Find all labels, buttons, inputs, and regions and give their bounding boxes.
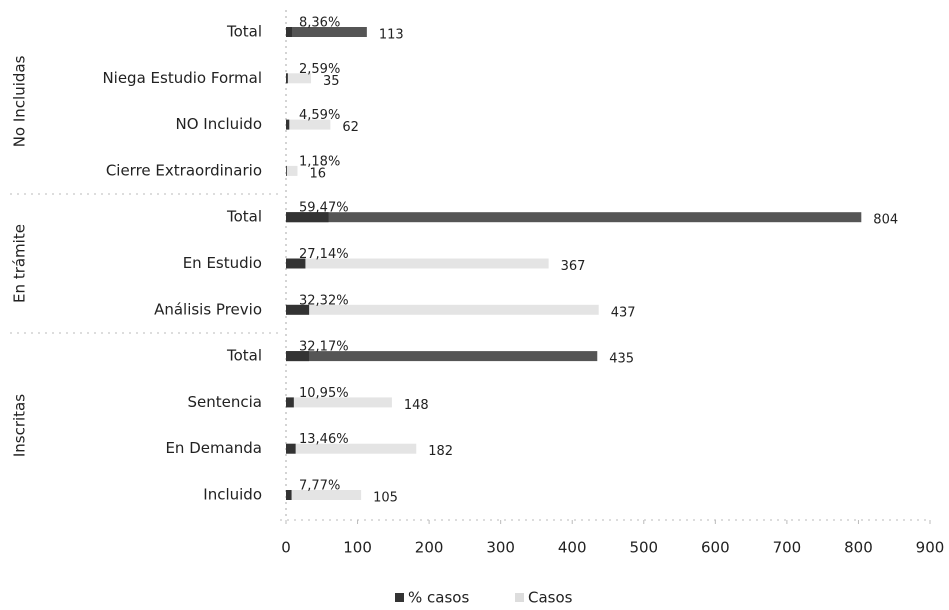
category-label: NO Incluido (175, 115, 262, 133)
x-tick-label: 500 (629, 539, 658, 557)
x-tick-label: 700 (773, 539, 802, 557)
category-label: Incluido (203, 486, 262, 504)
x-tick-label: 0 (281, 539, 291, 557)
value-label: 804 (873, 213, 898, 228)
value-label: 367 (561, 259, 586, 274)
legend-label: % casos (408, 589, 469, 607)
value-label: 10,95% (299, 386, 349, 401)
category-label: Niega Estudio Formal (102, 69, 262, 87)
bar (286, 304, 310, 315)
category-label: En Estudio (183, 254, 262, 272)
legend-swatch (515, 593, 524, 602)
x-tick-label: 800 (844, 539, 873, 557)
category-label: Cierre Extraordinario (106, 161, 262, 179)
bar (286, 212, 862, 223)
value-label: 13,46% (299, 432, 349, 447)
category-label: Total (226, 23, 262, 41)
group-label: Inscritas (11, 394, 29, 457)
value-label: 16 (309, 166, 326, 181)
value-label: 32,17% (299, 340, 349, 355)
bar (286, 397, 392, 408)
bar (286, 212, 329, 223)
bar (286, 119, 331, 130)
value-label: 113 (379, 28, 404, 43)
value-label: 148 (404, 398, 429, 413)
value-label: 1,18% (299, 154, 340, 169)
group-label: En trámite (11, 224, 29, 303)
bar (286, 73, 288, 84)
x-tick-label: 100 (343, 539, 372, 557)
bar (286, 490, 292, 500)
value-label: 2,59% (299, 62, 340, 77)
bar (286, 443, 417, 454)
category-label: Total (226, 208, 262, 226)
category-label: Sentencia (188, 393, 262, 411)
value-label: 4,59% (299, 108, 340, 123)
legend-swatch (395, 593, 404, 602)
bar (286, 165, 298, 176)
bar (286, 304, 599, 315)
x-tick-label: 600 (701, 539, 730, 557)
category-label: En Demanda (165, 439, 262, 457)
value-label: 8,36% (299, 16, 340, 31)
value-label: 32,32% (299, 293, 349, 308)
value-label: 27,14% (299, 247, 349, 262)
bar (286, 165, 287, 176)
bar (286, 119, 290, 130)
bar (286, 490, 362, 500)
bar (286, 351, 310, 362)
x-tick-label: 400 (558, 539, 587, 557)
value-label: 7,77% (299, 479, 340, 494)
category-label: Total (226, 347, 262, 365)
bar (286, 351, 598, 362)
value-label: 59,47% (299, 201, 349, 216)
bar (286, 27, 367, 37)
group-label: No Incluidas (11, 55, 29, 147)
bar (286, 73, 312, 84)
category-label: Análisis Previo (154, 300, 262, 318)
bar (286, 258, 306, 269)
bar (286, 397, 294, 408)
value-label: 35 (323, 74, 340, 89)
bar (286, 258, 549, 269)
value-label: 105 (373, 491, 398, 506)
value-label: 437 (611, 305, 636, 320)
x-tick-label: 300 (486, 539, 515, 557)
value-label: 62 (342, 120, 359, 135)
legend-label: Casos (528, 589, 573, 607)
x-tick-label: 900 (916, 539, 945, 557)
x-tick-label: 200 (415, 539, 444, 557)
bar (286, 27, 292, 37)
bar (286, 443, 296, 454)
value-label: 435 (609, 352, 634, 367)
value-label: 182 (428, 444, 453, 459)
